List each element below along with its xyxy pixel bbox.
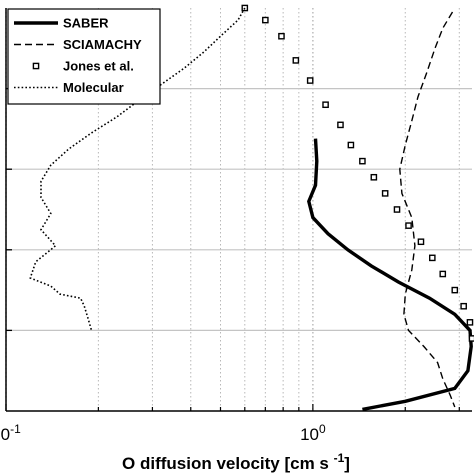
- data-point: [370, 173, 378, 181]
- data-point: [466, 319, 474, 326]
- series-molecular: [29, 7, 246, 331]
- data-point: [262, 16, 269, 24]
- legend-label: Jones et al.: [63, 59, 134, 74]
- data-point: [460, 302, 467, 310]
- legend-item-molecular: Molecular: [14, 80, 124, 95]
- series-line: [399, 11, 456, 408]
- data-point: [405, 222, 412, 229]
- data-point: [278, 32, 285, 40]
- x-tick-label: 100: [300, 422, 326, 444]
- x-tick-label: 10-1: [0, 422, 21, 444]
- legend-label: SABER: [63, 16, 109, 31]
- series-line: [29, 7, 246, 331]
- legend-swatch: [32, 62, 40, 70]
- x-axis-label: O diffusion velocity [cm s -1]: [122, 451, 350, 473]
- axes: 10-1 100 O diffusion velocity [cm s -1]: [0, 8, 472, 473]
- series-sciamachy: [399, 11, 456, 408]
- legend: SABER SCIAMACHY Jones et al. Molecular: [7, 8, 161, 105]
- legend-label: SCIAMACHY: [63, 37, 142, 52]
- data-point: [337, 121, 344, 129]
- data-point: [451, 286, 459, 294]
- data-point: [292, 57, 300, 64]
- data-point: [381, 190, 389, 197]
- data-point: [306, 77, 314, 84]
- data-point: [322, 101, 329, 109]
- data-point: [359, 157, 366, 165]
- series-jones-et-al: [241, 4, 474, 342]
- grid: [5, 8, 472, 411]
- data-point: [347, 141, 355, 149]
- data-point: [468, 335, 474, 342]
- data-point: [439, 270, 447, 278]
- legend-item-sciamachy: SCIAMACHY: [14, 37, 142, 52]
- legend-label: Molecular: [63, 80, 124, 95]
- series-layer: [29, 4, 474, 412]
- data-point: [417, 238, 425, 246]
- series-line: [307, 138, 473, 412]
- data-point: [393, 206, 401, 213]
- legend-item-jones-et-al: Jones et al.: [32, 59, 134, 74]
- series-saber: [307, 138, 473, 412]
- legend-item-saber: SABER: [14, 16, 109, 31]
- data-point: [429, 254, 436, 262]
